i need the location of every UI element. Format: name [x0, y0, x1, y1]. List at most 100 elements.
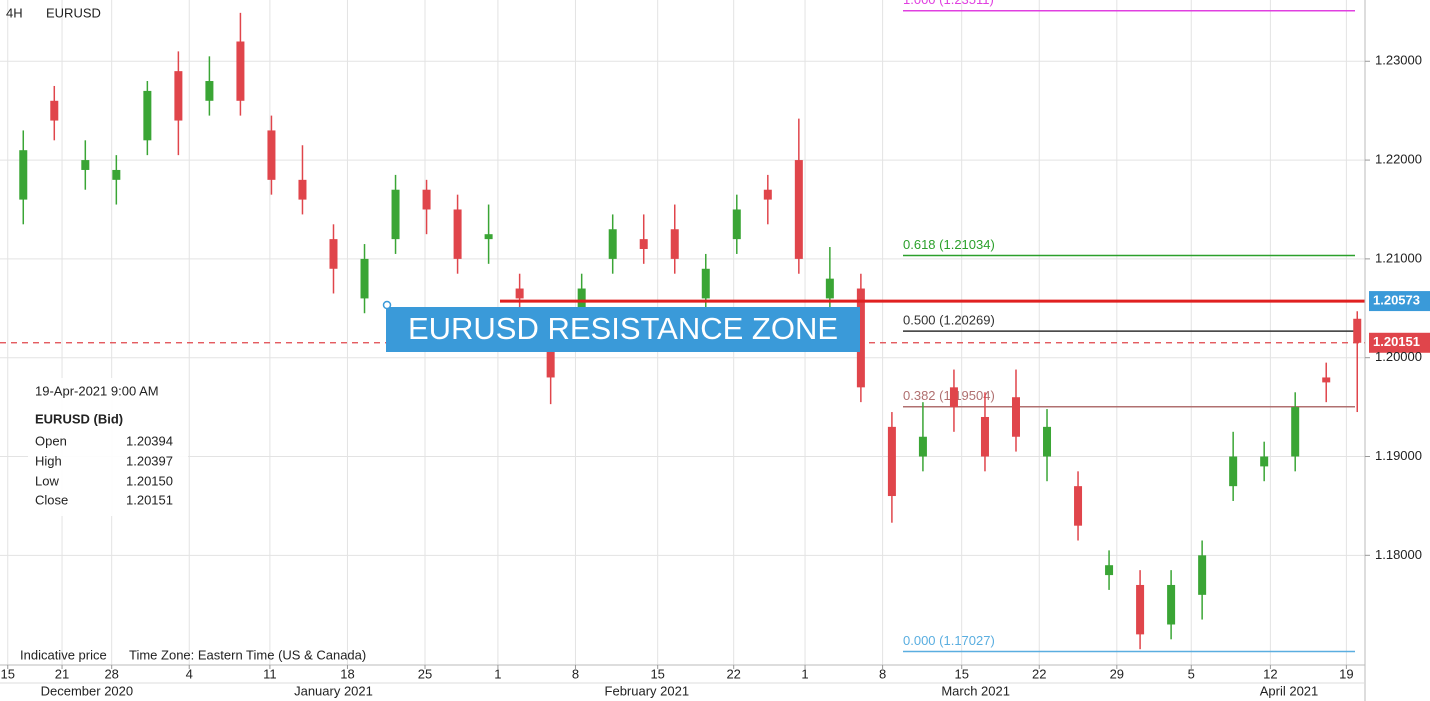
candle-body	[887, 426, 896, 497]
candle-body	[1198, 555, 1207, 595]
tooltip-key: Open	[35, 433, 67, 448]
tooltip-value: 1.20397	[126, 453, 173, 468]
fib-label: 1.000 (1.23511)	[903, 0, 994, 7]
candle-body	[825, 278, 834, 299]
price-tag-label: 1.20573	[1373, 293, 1420, 308]
candle-body	[918, 436, 927, 457]
x-tick-label: 15	[954, 666, 968, 681]
x-tick-label: 8	[879, 666, 886, 681]
candle-body	[453, 209, 462, 259]
y-tick-label: 1.21000	[1375, 250, 1422, 265]
candle-body	[1229, 456, 1238, 487]
overlays: 1.20573 1.20151 EURUSD RESISTANCE ZONE	[0, 291, 1430, 353]
x-tick-label: 1	[494, 666, 501, 681]
tooltip-value: 1.20394	[126, 433, 173, 448]
candle-body	[205, 81, 214, 101]
candle-body	[949, 387, 958, 408]
tooltip-box	[28, 378, 188, 516]
tooltip-key: High	[35, 453, 62, 468]
x-tick-label: 5	[1188, 666, 1195, 681]
candle-body	[81, 160, 90, 170]
candle-body	[1105, 565, 1114, 576]
fib-label: 0.618 (1.21034)	[903, 237, 995, 252]
candle-body	[763, 189, 772, 200]
candle-body	[298, 179, 307, 200]
candle-body	[1043, 426, 1052, 457]
tooltip-symbol: EURUSD (Bid)	[35, 411, 123, 426]
candle-body	[143, 90, 152, 141]
y-tick-label: 1.23000	[1375, 53, 1422, 68]
month-label: December 2020	[41, 683, 134, 698]
annotation-text: EURUSD RESISTANCE ZONE	[408, 311, 838, 346]
y-tick-label: 1.22000	[1375, 152, 1422, 167]
month-label: February 2021	[605, 683, 690, 698]
y-tick-label: 1.18000	[1375, 547, 1422, 562]
x-tick-label: 22	[726, 666, 740, 681]
x-tick-label: 8	[572, 666, 579, 681]
x-tick-label: 22	[1032, 666, 1046, 681]
candle-body	[1353, 318, 1362, 343]
x-tick-label: 15	[1, 666, 15, 681]
tooltip-value: 1.20151	[126, 492, 173, 507]
x-tick-label: 12	[1263, 666, 1277, 681]
candle-body	[1136, 584, 1145, 635]
candle-body	[608, 229, 617, 259]
x-tick-label: 11	[263, 666, 277, 681]
candle-body	[515, 288, 524, 299]
candles	[19, 12, 1362, 650]
candle-body	[639, 239, 648, 250]
x-tick-label: 15	[650, 666, 664, 681]
x-tick-label: 4	[186, 666, 193, 681]
candle-body	[856, 288, 865, 388]
candle-body	[19, 150, 28, 200]
candle-body	[112, 169, 121, 180]
candle-body	[546, 337, 555, 378]
month-label: January 2021	[294, 683, 373, 698]
candle-body	[267, 130, 276, 180]
candle-body	[391, 189, 400, 240]
candle-body	[1291, 407, 1300, 457]
tooltip-time: 19-Apr-2021 9:00 AM	[35, 383, 159, 398]
footer-note: Indicative price	[20, 647, 107, 662]
candle-body	[484, 234, 493, 240]
candle-body	[1322, 377, 1331, 383]
annotation-box	[386, 307, 860, 352]
candle-body	[329, 239, 338, 269]
candle-body	[1074, 486, 1083, 526]
y-tick-label: 1.20000	[1375, 349, 1422, 364]
fib-label: 0.500 (1.20269)	[903, 313, 995, 328]
candle-body	[980, 416, 989, 457]
month-label: March 2021	[941, 683, 1010, 698]
month-label: April 2021	[1260, 683, 1319, 698]
fib-label: 0.382 (1.19504)	[903, 388, 995, 403]
fib-label: 0.000 (1.17027)	[903, 633, 995, 648]
fibonacci: 1.000 (1.23511) 0.618 (1.21034) 0.500 (1.2…	[903, 0, 1355, 653]
x-tick-label: 28	[104, 666, 118, 681]
price-tag	[1369, 291, 1430, 312]
timeframe: 4H	[6, 5, 23, 20]
candle-body	[794, 160, 803, 259]
price-tag-label: 1.20151	[1373, 334, 1420, 349]
candle-body	[732, 209, 741, 240]
tooltip-value: 1.20150	[126, 473, 173, 488]
candle-body	[577, 288, 586, 319]
y-tick-label: 1.19000	[1375, 448, 1422, 463]
footer-timezone: Time Zone: Eastern Time (US & Canada)	[129, 647, 366, 662]
x-tick-label: 25	[418, 666, 432, 681]
tooltip-key: Close	[35, 492, 68, 507]
candle-body	[174, 71, 183, 121]
candle-body	[236, 41, 245, 101]
annotation-handle	[382, 300, 392, 310]
candle-body	[422, 189, 431, 210]
candle-body	[670, 229, 679, 259]
candle-body	[1260, 456, 1269, 467]
x-tick-label: 1	[801, 666, 808, 681]
candle-body	[360, 258, 369, 299]
tooltip: 19-Apr-2021 9:00 AM EURUSD (Bid) Open 1.…	[28, 378, 188, 516]
candle-body	[701, 268, 710, 299]
x-tick-label: 18	[340, 666, 354, 681]
x-tick-label: 19	[1339, 666, 1353, 681]
candle-body	[1167, 584, 1176, 625]
price-tag	[1369, 332, 1430, 353]
